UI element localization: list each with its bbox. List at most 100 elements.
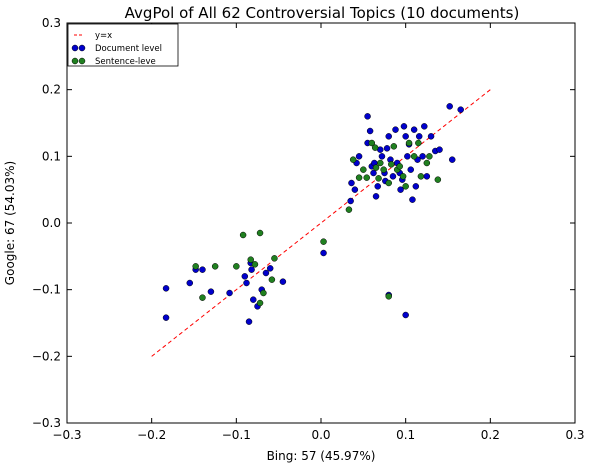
sentence-level-point [192, 263, 199, 270]
sentence-level-point [256, 229, 264, 237]
y-tick-label: −0.1 [32, 283, 61, 297]
reference-line-y-equals-x [151, 89, 491, 357]
document-level-point [457, 106, 464, 113]
document-level-point [378, 153, 386, 160]
document-level-point [162, 285, 170, 292]
document-level-point [410, 126, 418, 133]
legend-label-document: Document level [95, 44, 162, 54]
sentence-level-point [388, 161, 395, 168]
document-level-point [355, 153, 363, 160]
document-level-point [415, 133, 423, 140]
document-level-point [436, 146, 443, 153]
sentence-level-point [320, 238, 327, 245]
x-tick-label: 0.0 [311, 428, 330, 442]
sentence-level-point [396, 163, 403, 170]
data-points [162, 103, 464, 325]
document-level-point [262, 269, 270, 277]
y-tick-label: −0.3 [32, 416, 61, 430]
sentence-level-point [390, 143, 398, 150]
sentence-level-point [399, 173, 407, 180]
y-tick-label: −0.2 [32, 349, 61, 363]
document-level-point [412, 183, 420, 190]
document-level-point [421, 123, 428, 130]
sentence-level-point [385, 179, 392, 187]
sentence-level-point [375, 175, 382, 182]
document-level-point [364, 113, 371, 120]
document-level-point [402, 311, 409, 319]
legend-label-sentence: Sentence-leve [95, 57, 156, 67]
sentence-level-point [247, 256, 254, 263]
sentence-level-point [360, 166, 367, 173]
document-level-point [199, 266, 206, 273]
x-tick-label: −0.2 [137, 428, 166, 442]
sentence-level-point [372, 164, 380, 171]
document-level-point [372, 193, 380, 200]
document-level-point [226, 289, 233, 297]
document-level-point [407, 166, 414, 173]
y-tick-label: 0.0 [42, 216, 61, 230]
document-level-point [347, 197, 354, 205]
sentence-level-point [368, 139, 376, 147]
document-level-point [397, 186, 404, 193]
document-level-point [409, 196, 416, 203]
sentence-level-point [349, 156, 357, 163]
sentence-level-point [377, 159, 384, 167]
sentence-level-point [426, 153, 433, 160]
x-tick-label: 0.2 [481, 428, 500, 442]
document-level-point [400, 123, 408, 130]
chart-title: AvgPol of All 62 Controversial Topics (1… [125, 4, 520, 22]
document-level-point [383, 145, 391, 152]
sentence-level-point [410, 153, 418, 160]
document-level-point [419, 153, 426, 160]
document-level-point [186, 279, 194, 287]
document-level-point [351, 186, 359, 193]
document-level-point [427, 133, 435, 140]
sentence-level-point [405, 139, 413, 147]
document-level-point [404, 153, 411, 160]
y-axis-label: Google: 67 (54.03%) [3, 161, 17, 285]
legend-label-reference: y=x [95, 31, 112, 41]
sentence-level-point [251, 261, 259, 268]
y-tick-label: 0.2 [42, 83, 61, 97]
document-level-point [162, 314, 170, 321]
document-level-point [366, 127, 374, 135]
document-level-point [389, 173, 397, 180]
document-level-point [241, 273, 249, 280]
document-level-point [446, 103, 453, 110]
sentence-level-point [434, 176, 442, 183]
y-tick-label: 0.1 [42, 149, 61, 163]
document-level-point [423, 173, 431, 180]
legend-marker-document [71, 44, 79, 52]
document-level-point [402, 133, 409, 140]
x-tick-label: −0.1 [222, 428, 251, 442]
document-level-point [266, 265, 274, 272]
legend: y=x Document level Sentence-leve [67, 23, 179, 67]
document-level-point [448, 156, 456, 163]
document-level-point [370, 169, 377, 177]
document-level-point [374, 183, 381, 190]
sentence-level-point [199, 294, 206, 301]
x-tick-label: 0.3 [565, 428, 584, 442]
document-level-point [392, 126, 399, 133]
sentence-level-point [402, 183, 409, 190]
sentence-level-point [239, 231, 247, 239]
document-level-point [207, 288, 215, 295]
sentence-level-point [260, 289, 267, 297]
sentence-level-point [423, 159, 431, 167]
document-level-point [250, 296, 257, 303]
axis-ticks: −0.3 −0.2 −0.1 0.0 0.1 0.2 0.3 −0.3 −0.2 −0.1 0.0 0… [32, 16, 585, 442]
legend-box [67, 23, 179, 67]
sentence-level-point [417, 173, 425, 180]
y-tick-label: 0.3 [42, 16, 61, 30]
sentence-level-point [363, 174, 370, 181]
legend-marker-document [78, 44, 86, 52]
sentence-level-point [355, 174, 363, 181]
document-level-point [320, 249, 327, 257]
sentence-level-point [345, 206, 353, 213]
sentence-level-point [380, 166, 387, 173]
sentence-level-point [415, 139, 422, 147]
sentence-level-point [256, 299, 264, 307]
sentence-level-point [271, 255, 278, 262]
